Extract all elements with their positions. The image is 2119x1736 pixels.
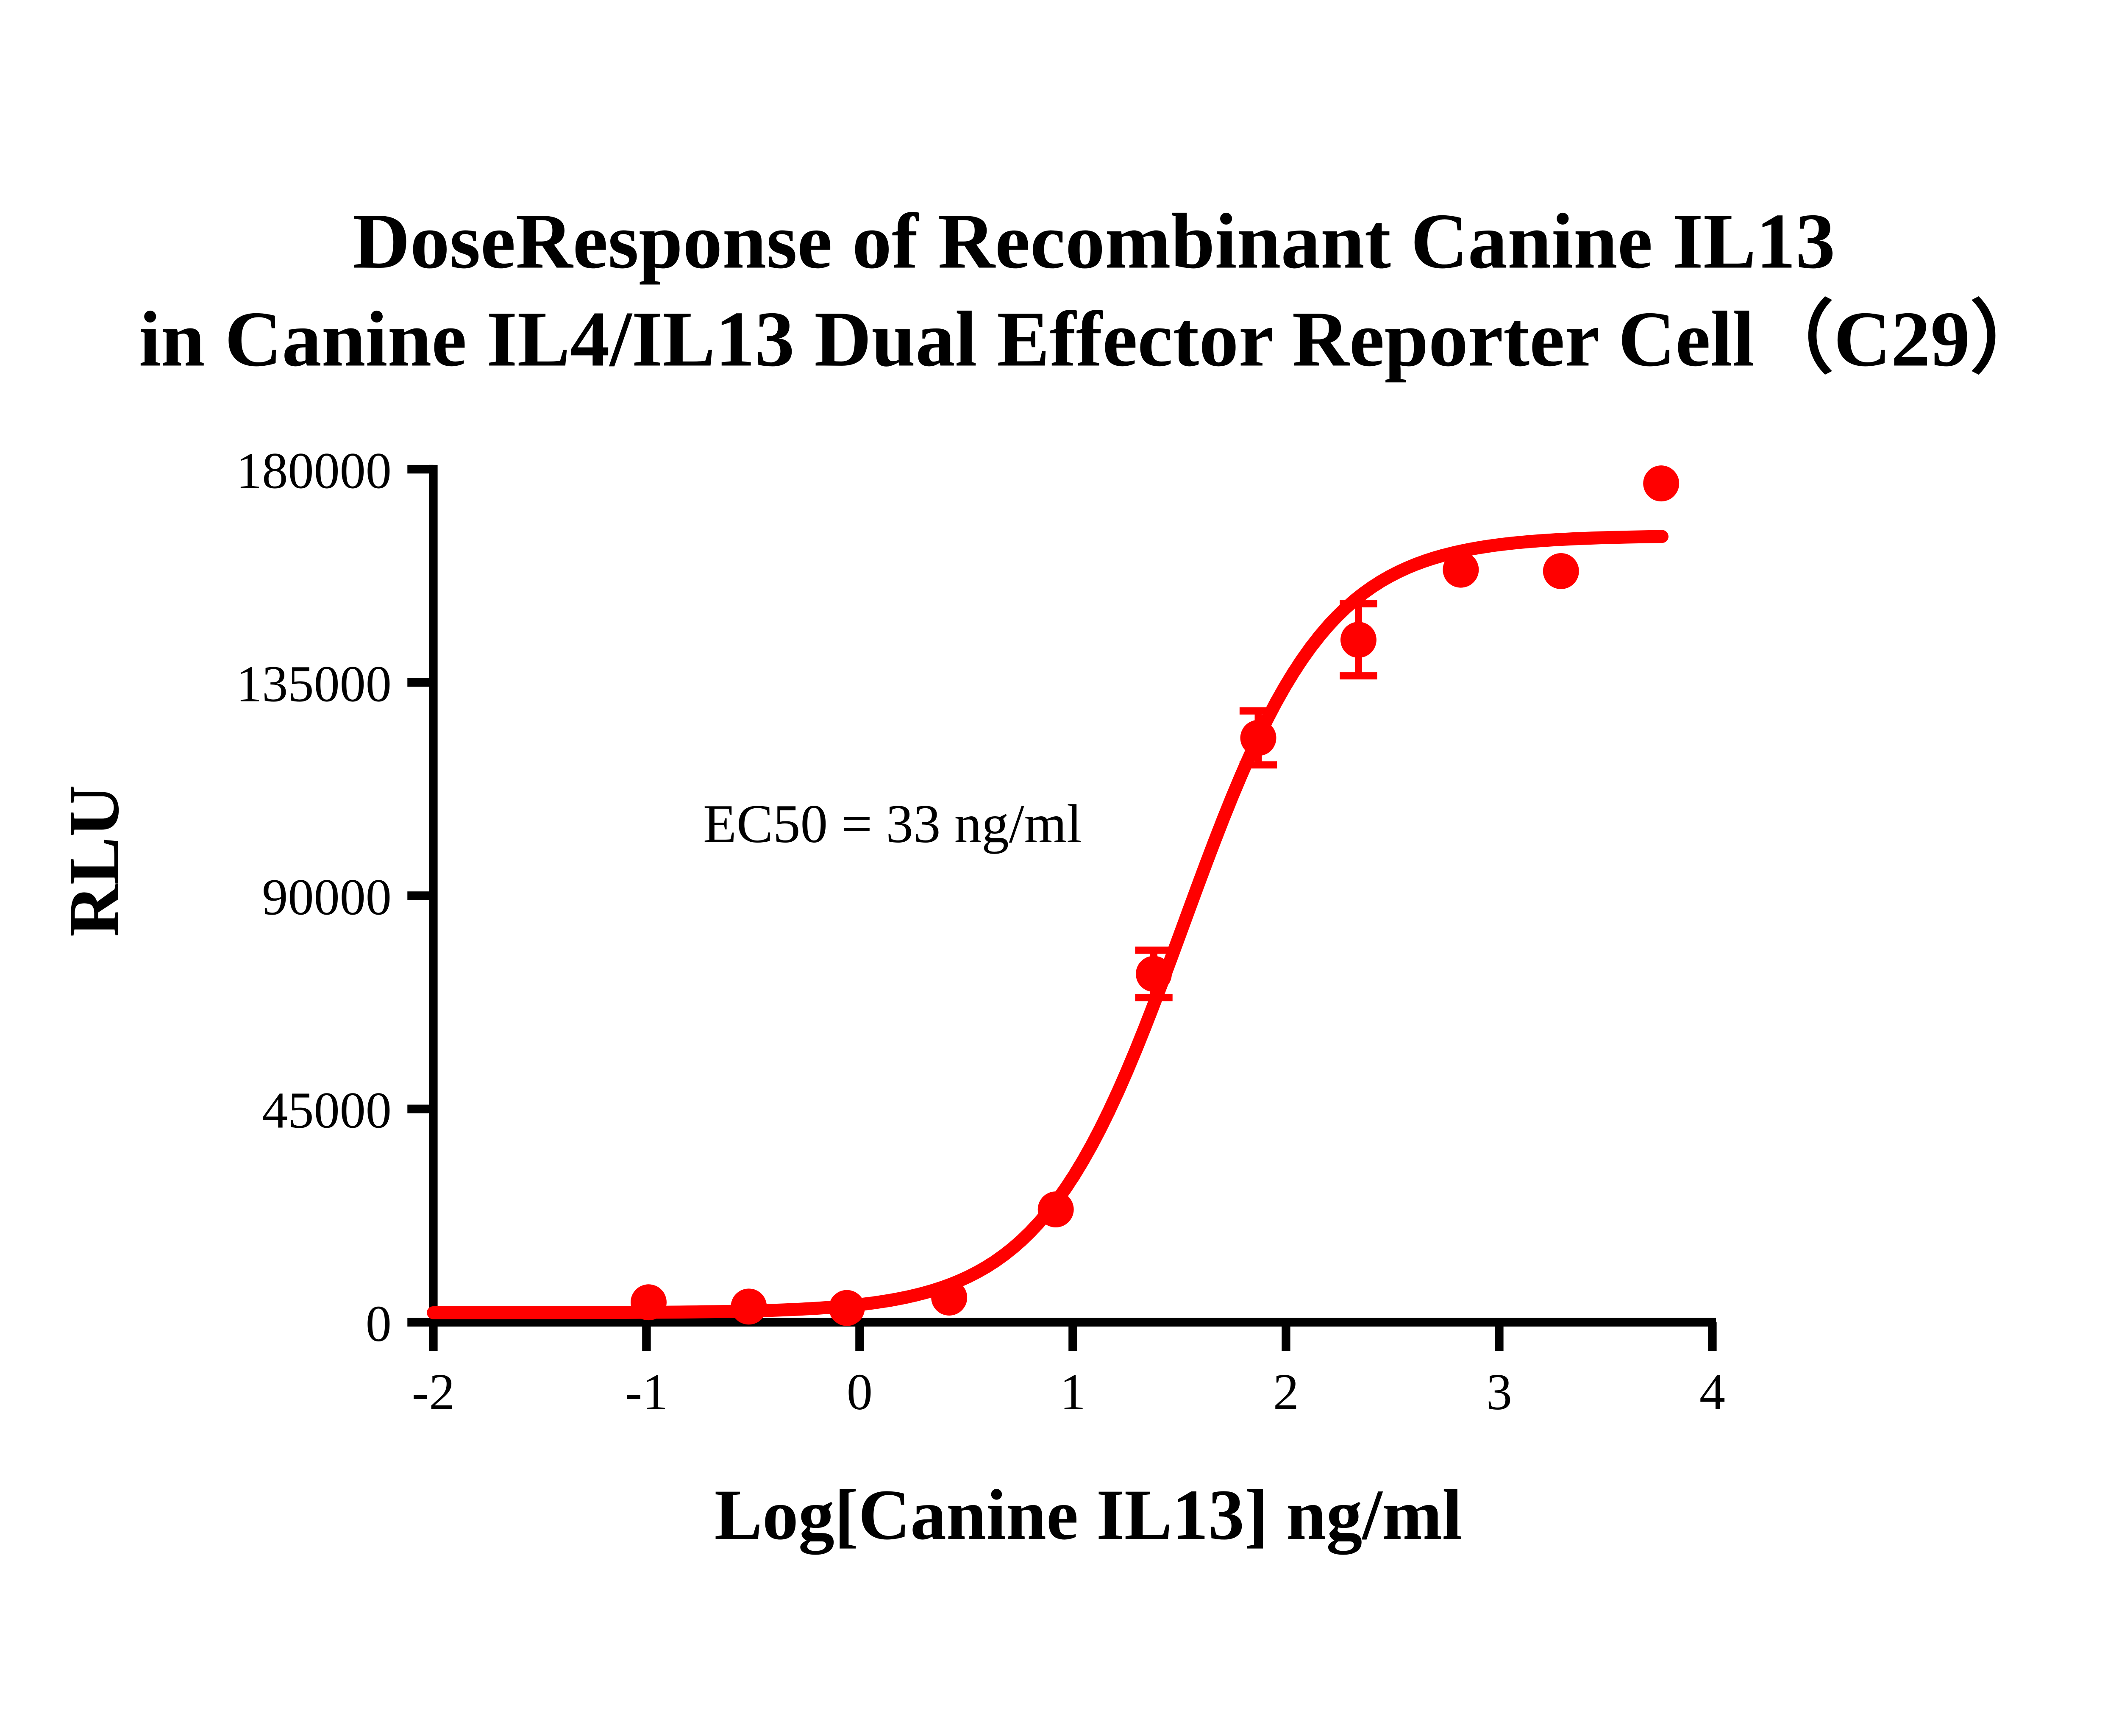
- data-point: [1037, 1191, 1074, 1228]
- ec50-annotation: EC50 = 33 ng/ml: [703, 793, 1082, 854]
- x-tick-label: -2: [412, 1363, 455, 1421]
- data-point: [931, 1280, 968, 1316]
- data-point: [1443, 551, 1479, 588]
- chart-title-line1: DoseResponse of Recombinant Canine IL13: [353, 198, 1835, 285]
- data-point: [1543, 553, 1579, 589]
- axis-ticks: [407, 465, 1717, 1351]
- y-tick-label: 45000: [262, 1082, 392, 1139]
- data-point: [829, 1290, 865, 1326]
- axes: [429, 465, 1716, 1327]
- data-point: [1643, 465, 1680, 502]
- data-point: [731, 1288, 767, 1325]
- y-tick-label: 135000: [236, 655, 392, 712]
- data-points: [630, 465, 1680, 1326]
- data-point: [630, 1284, 667, 1321]
- x-tick-label: 3: [1486, 1363, 1512, 1421]
- x-tick-label: 4: [1699, 1363, 1725, 1421]
- x-axis-label: Log[Canine IL13] ng/ml: [715, 1475, 1463, 1555]
- data-point: [1136, 956, 1172, 992]
- x-tick-label: 1: [1060, 1363, 1086, 1421]
- chart-title-line2: in Canine IL4/IL13 Dual Effector Reporte…: [139, 296, 2049, 383]
- y-tick-label: 180000: [236, 442, 392, 499]
- data-point: [1340, 622, 1377, 658]
- y-tick-label: 90000: [262, 869, 392, 926]
- x-tick-label: -1: [625, 1363, 668, 1421]
- y-tick-label: 0: [366, 1295, 392, 1352]
- y-axis-label: RLU: [54, 785, 134, 937]
- data-point: [1240, 720, 1276, 756]
- error-bars: [1135, 600, 1377, 1002]
- tick-labels: 0 45000 90000 135000 180000 -2 -1 0 1 2 3 4: [236, 442, 1725, 1421]
- x-tick-label: 0: [847, 1363, 873, 1421]
- x-tick-label: 2: [1273, 1363, 1299, 1421]
